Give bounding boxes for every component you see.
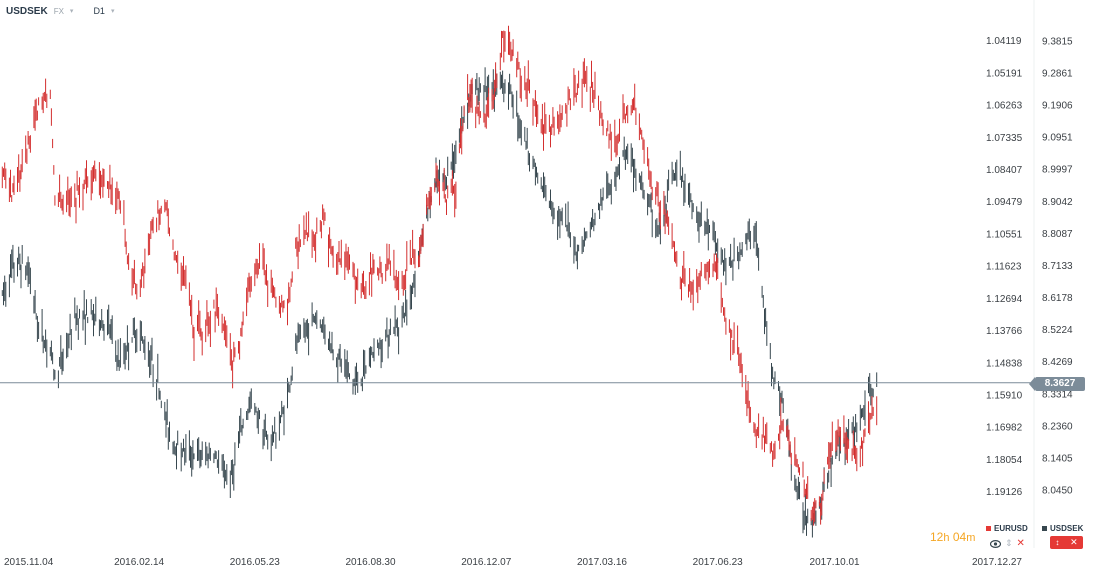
y-left-tick-label: 1.19126 [986,487,1023,498]
x-tick-label: 2017.10.01 [810,557,860,568]
up-down-icon[interactable]: ⇕ [1005,538,1013,548]
timer-hours: 12 [930,530,944,544]
y-right-tick-label: 8.8087 [1042,229,1073,240]
y-right-tick-label: 8.0450 [1042,486,1073,497]
timer-minutes-unit: m [966,532,976,544]
x-tick-label: 2016.12.07 [461,557,511,568]
timer-minutes: 04 [952,530,967,544]
legend-label: USDSEK [1050,524,1084,533]
y-right-tick-label: 9.2861 [1042,68,1073,79]
y-right-tick-label: 9.1906 [1042,101,1073,112]
y-left-tick-label: 1.04119 [986,36,1022,47]
legend-eurusd[interactable]: EURUSD [986,524,1028,533]
last-price-label: 8.3627 [1029,377,1085,391]
y-left-tick-label: 1.15910 [986,391,1023,402]
close-icon[interactable]: ✕ [1016,538,1025,549]
y-right-tick-label: 9.3815 [1042,36,1073,47]
legend-usdsek[interactable]: USDSEK [1042,524,1083,533]
chart-header: USDSEK FX ▾ D1 ▾ [6,4,114,18]
legend-label: EURUSD [994,524,1028,533]
x-tick-label: 2016.02.14 [114,557,164,568]
chevron-down-icon[interactable]: ▾ [69,8,74,15]
x-tick-label: 2016.08.30 [346,557,396,568]
timer-hours-unit: h [943,532,950,544]
y-left-tick-label: 1.18054 [986,455,1023,466]
y-right-tick-label: 8.2360 [1042,421,1073,432]
y-left-tick-label: 1.16982 [986,423,1023,434]
y-left-tick-label: 1.06263 [986,101,1023,112]
candle-timer: 12h 04m [930,530,975,544]
y-right-tick-label: 9.0951 [1042,133,1073,144]
chevron-down-icon[interactable]: ▾ [110,8,115,15]
y-left-tick-label: 1.13766 [986,326,1023,337]
y-left-tick-label: 1.14838 [986,358,1023,369]
y-left-tick-label: 1.07335 [986,133,1023,144]
x-tick-label: 2016.05.23 [230,557,280,568]
timeframe-label[interactable]: D1 [93,6,105,16]
y-right-tick-label: 8.1405 [1042,453,1073,464]
y-left-tick-label: 1.10551 [986,229,1023,240]
y-right-tick-label: 8.7133 [1042,261,1073,272]
x-tick-label: 2015.11.04 [4,557,54,568]
y-left-tick-label: 1.11623 [986,262,1022,273]
y-left-tick-label: 1.05191 [986,68,1023,79]
legend-swatch [986,526,991,531]
y-right-tick-label: 8.6178 [1042,293,1073,304]
x-tick-label: 2017.12.27 [972,557,1022,568]
scale-icon[interactable]: ↕ [1055,538,1060,547]
y-left-tick-label: 1.08407 [986,165,1023,176]
y-right-tick-label: 8.9042 [1042,197,1073,208]
y-right-tick-label: 8.3314 [1042,389,1073,400]
y-right-tick-label: 8.5224 [1042,325,1073,336]
x-tick-label: 2017.06.23 [693,557,743,568]
series-controls: ⇕ ✕ [990,538,1025,549]
close-icon[interactable]: ✕ [1070,537,1078,547]
legend-swatch [1042,526,1047,531]
market-label: FX [53,6,64,16]
y-right-tick-label: 8.4269 [1042,357,1073,368]
y-right-tick-label: 8.9997 [1042,165,1073,176]
x-tick-label: 2017.03.16 [577,557,627,568]
eye-icon[interactable] [990,539,1001,548]
y-left-tick-label: 1.12694 [986,294,1023,305]
y-left-tick-label: 1.09479 [986,197,1023,208]
symbol-label[interactable]: USDSEK [6,5,48,17]
series-action-box: ↕ ✕ [1050,536,1083,549]
